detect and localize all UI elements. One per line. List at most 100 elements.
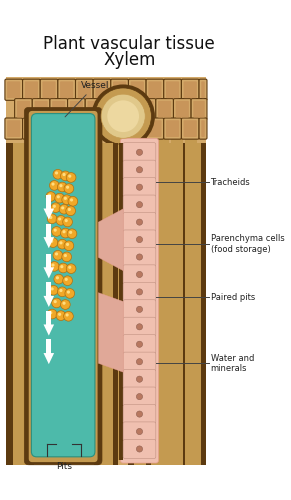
Circle shape <box>66 172 76 182</box>
Circle shape <box>64 197 67 200</box>
Bar <box>128 76 134 465</box>
Polygon shape <box>44 353 54 364</box>
Circle shape <box>136 306 143 312</box>
FancyBboxPatch shape <box>60 82 73 98</box>
FancyBboxPatch shape <box>120 138 159 463</box>
Circle shape <box>49 262 59 272</box>
Bar <box>46 254 52 270</box>
Bar <box>201 76 206 465</box>
FancyBboxPatch shape <box>70 101 83 117</box>
FancyBboxPatch shape <box>123 440 156 458</box>
FancyBboxPatch shape <box>95 82 109 98</box>
FancyBboxPatch shape <box>75 79 93 100</box>
Circle shape <box>52 298 61 308</box>
Circle shape <box>57 287 67 296</box>
FancyBboxPatch shape <box>17 101 30 117</box>
FancyBboxPatch shape <box>164 79 181 100</box>
Bar <box>13 76 29 465</box>
FancyBboxPatch shape <box>201 120 205 137</box>
FancyBboxPatch shape <box>123 248 156 266</box>
Circle shape <box>136 289 143 295</box>
FancyBboxPatch shape <box>123 282 156 302</box>
Circle shape <box>101 94 145 138</box>
Bar <box>6 76 206 142</box>
Text: Paired pits: Paired pits <box>210 292 255 302</box>
Circle shape <box>66 186 69 189</box>
FancyBboxPatch shape <box>123 387 156 406</box>
Circle shape <box>57 182 67 192</box>
FancyBboxPatch shape <box>23 118 40 139</box>
FancyBboxPatch shape <box>199 79 207 100</box>
Circle shape <box>58 218 61 220</box>
FancyBboxPatch shape <box>113 82 126 98</box>
Bar <box>185 138 197 465</box>
Circle shape <box>69 231 72 234</box>
Circle shape <box>63 230 66 234</box>
Polygon shape <box>98 292 123 372</box>
Circle shape <box>136 324 143 330</box>
Circle shape <box>67 229 77 238</box>
FancyBboxPatch shape <box>60 120 73 137</box>
Bar <box>46 282 52 298</box>
FancyBboxPatch shape <box>158 101 171 117</box>
Circle shape <box>50 240 53 243</box>
FancyBboxPatch shape <box>93 79 111 100</box>
Circle shape <box>67 290 70 294</box>
Circle shape <box>51 203 61 212</box>
FancyBboxPatch shape <box>138 98 156 119</box>
Circle shape <box>53 204 56 208</box>
Circle shape <box>68 174 71 178</box>
FancyBboxPatch shape <box>123 317 156 336</box>
FancyBboxPatch shape <box>42 120 56 137</box>
FancyBboxPatch shape <box>29 111 97 462</box>
FancyBboxPatch shape <box>75 118 93 139</box>
Circle shape <box>54 274 64 284</box>
Circle shape <box>136 428 143 434</box>
Circle shape <box>68 208 71 211</box>
FancyBboxPatch shape <box>32 98 50 119</box>
Circle shape <box>64 312 73 321</box>
FancyBboxPatch shape <box>128 118 146 139</box>
FancyBboxPatch shape <box>7 82 20 98</box>
FancyBboxPatch shape <box>113 120 126 137</box>
Circle shape <box>54 228 57 232</box>
Text: Pits: Pits <box>56 462 72 471</box>
FancyBboxPatch shape <box>93 118 111 139</box>
FancyBboxPatch shape <box>184 82 197 98</box>
Circle shape <box>107 100 139 132</box>
Circle shape <box>64 184 74 194</box>
Bar <box>46 224 52 240</box>
FancyBboxPatch shape <box>103 98 120 119</box>
Circle shape <box>55 252 58 256</box>
Bar <box>46 311 52 327</box>
Circle shape <box>46 192 56 202</box>
Circle shape <box>136 394 143 400</box>
Circle shape <box>49 180 59 190</box>
Circle shape <box>52 226 61 236</box>
FancyBboxPatch shape <box>123 422 156 441</box>
FancyBboxPatch shape <box>68 98 85 119</box>
FancyBboxPatch shape <box>123 178 156 197</box>
Circle shape <box>55 194 65 203</box>
Circle shape <box>62 252 72 262</box>
Circle shape <box>136 184 143 190</box>
FancyBboxPatch shape <box>173 98 191 119</box>
Bar <box>113 142 118 461</box>
FancyBboxPatch shape <box>123 334 156 354</box>
Circle shape <box>54 300 57 303</box>
Circle shape <box>48 238 58 248</box>
Circle shape <box>63 217 72 227</box>
FancyBboxPatch shape <box>148 82 162 98</box>
Bar <box>118 76 128 465</box>
Bar <box>94 142 98 461</box>
Circle shape <box>136 166 143 173</box>
FancyBboxPatch shape <box>123 370 156 389</box>
FancyBboxPatch shape <box>146 118 164 139</box>
FancyBboxPatch shape <box>146 79 164 100</box>
FancyBboxPatch shape <box>128 79 146 100</box>
Circle shape <box>65 288 74 298</box>
FancyBboxPatch shape <box>7 120 20 137</box>
Bar <box>99 76 113 465</box>
FancyBboxPatch shape <box>181 118 199 139</box>
FancyBboxPatch shape <box>123 195 156 214</box>
